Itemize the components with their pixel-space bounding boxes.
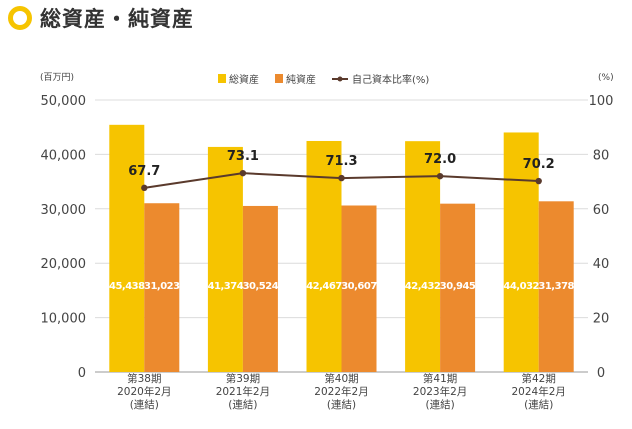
ratio-line	[141, 169, 542, 192]
bar-label-total-assets: 42,432	[405, 281, 441, 292]
bar-label-net-assets: 30,607	[341, 281, 377, 292]
y-right-tick-label: 20	[593, 312, 610, 327]
x-tick-label: 第40期	[324, 372, 358, 385]
title-bullet-icon	[8, 6, 32, 30]
y-left-tick-label: 10,000	[41, 312, 87, 327]
ratio-label: 73.1	[227, 149, 259, 164]
y-left-unit: (百万円)	[40, 72, 74, 83]
ratio-label: 70.2	[523, 157, 555, 172]
x-tick-label: 第41期	[423, 372, 457, 385]
data-labels: 45,438 31,023 41,374 30,524 42,467 30,607 42,4…	[109, 149, 575, 292]
ratio-point	[141, 184, 148, 192]
bar-total-assets	[109, 124, 145, 372]
axes: 0 10,000 20,000 30,000 40,000 50,000 0 20 40 60 80…	[40, 72, 614, 411]
ratio-point	[436, 172, 444, 180]
x-tick-label: (連結)	[327, 398, 356, 411]
legend-swatch	[218, 74, 226, 83]
legend-label: 自己資本比率(%)	[352, 73, 429, 86]
bar-label-net-assets: 30,524	[243, 281, 279, 292]
bar-total-assets	[306, 140, 342, 372]
bar-label-total-assets: 42,467	[306, 281, 342, 292]
x-tick-label: 2022年2月	[314, 385, 368, 398]
x-tick-label: (連結)	[425, 398, 454, 411]
x-tick-label: 2024年2月	[511, 385, 565, 398]
bar-label-net-assets: 30,945	[440, 281, 476, 292]
y-right-tick-label: 40	[593, 257, 610, 272]
x-tick-label: 第39期	[226, 372, 260, 385]
bar-label-net-assets: 31,378	[538, 281, 574, 292]
bar-label-total-assets: 41,374	[208, 281, 244, 292]
x-tick-label: 2023年2月	[413, 385, 467, 398]
y-left-tick-label: 20,000	[41, 257, 87, 272]
y-right-tick-label: 80	[593, 148, 610, 163]
y-left-tick-label: 0	[78, 366, 86, 381]
legend: 総資産 純資産 自己資本比率(%)	[218, 73, 429, 86]
bar-label-net-assets: 31,023	[144, 281, 180, 292]
legend-label: 純資産	[286, 73, 316, 86]
page-title: 総資産・純資産	[8, 3, 194, 33]
y-left-tick-label: 40,000	[41, 148, 87, 163]
bar-net-assets	[341, 205, 377, 372]
bar-label-total-assets: 45,438	[109, 281, 145, 292]
legend-label: 総資産	[229, 73, 259, 86]
y-right-tick-label: 0	[597, 366, 605, 381]
x-tick-label: 第38期	[127, 372, 161, 385]
bar-net-assets	[144, 203, 180, 372]
bar-total-assets	[207, 146, 243, 372]
legend-line-marker	[337, 76, 343, 82]
bar-total-assets	[405, 141, 441, 372]
x-tick-label: 第42期	[522, 372, 556, 385]
title-text: 総資産・純資産	[40, 7, 194, 31]
ratio-label: 71.3	[325, 154, 357, 169]
x-tick-label: 2021年2月	[216, 385, 270, 398]
legend-swatch	[275, 74, 283, 83]
bar-net-assets	[538, 201, 574, 372]
y-left-tick-label: 50,000	[41, 94, 87, 109]
bar-total-assets	[503, 132, 539, 372]
x-tick-label: (連結)	[228, 398, 257, 411]
y-right-tick-label: 100	[589, 94, 614, 109]
bar-net-assets	[242, 205, 278, 372]
bar-label-total-assets: 44,032	[503, 281, 539, 292]
y-right-tick-label: 60	[593, 203, 610, 218]
ratio-label: 67.7	[128, 164, 160, 179]
ratio-point	[535, 177, 542, 185]
ratio-point	[239, 169, 247, 177]
x-tick-label: (連結)	[524, 398, 553, 411]
bars	[109, 124, 574, 372]
y-left-tick-label: 30,000	[41, 203, 87, 218]
y-right-unit: (%)	[598, 73, 614, 83]
ratio-point	[338, 174, 345, 182]
bar-net-assets	[440, 203, 476, 372]
ratio-label: 72.0	[424, 152, 456, 167]
x-tick-label: 2020年2月	[117, 385, 171, 398]
x-tick-label: (連結)	[130, 398, 159, 411]
